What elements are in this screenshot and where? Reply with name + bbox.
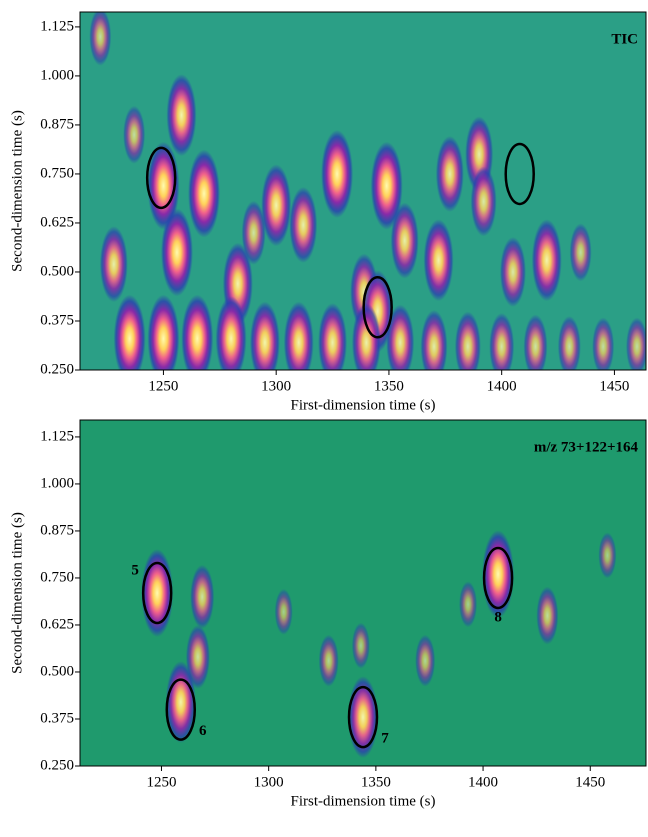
peak xyxy=(435,135,464,212)
peak xyxy=(370,141,403,230)
peak xyxy=(190,564,215,629)
peak xyxy=(482,530,515,619)
peak xyxy=(249,301,280,370)
peak xyxy=(470,166,497,237)
y-tick-label: 0.375 xyxy=(40,710,74,726)
annotation-label: 5 xyxy=(131,562,139,578)
peak xyxy=(386,304,415,370)
peak xyxy=(625,317,646,370)
plot-frame xyxy=(79,419,647,767)
y-tick-label: 0.875 xyxy=(40,522,74,538)
peak xyxy=(499,236,526,307)
y-tick-label: 0.500 xyxy=(40,663,74,679)
x-tick-label: 1400 xyxy=(487,378,517,394)
peak xyxy=(166,74,197,157)
peak xyxy=(147,294,180,370)
peak xyxy=(241,200,266,265)
plot-area xyxy=(89,12,646,370)
annotation-ellipse xyxy=(165,678,197,741)
peak xyxy=(321,129,354,218)
peak xyxy=(348,676,378,759)
y-tick-label: 0.750 xyxy=(40,569,74,585)
y-axis-title: Second-dimension time (s) xyxy=(9,512,25,674)
x-axis-title: First-dimension time (s) xyxy=(291,793,436,809)
y-tick-label: 1.125 xyxy=(40,428,74,444)
peak xyxy=(141,549,174,637)
annotation-ellipse xyxy=(504,142,535,206)
y-tick-label: 0.250 xyxy=(40,757,74,773)
annotation-ellipse xyxy=(141,561,173,625)
peak xyxy=(318,634,339,687)
plot-frame xyxy=(79,11,647,371)
peak xyxy=(99,226,128,303)
x-tick-label: 1300 xyxy=(254,774,284,790)
peak xyxy=(598,532,617,579)
y-tick-label: 0.375 xyxy=(40,312,74,328)
peak xyxy=(489,312,515,370)
annotation-ellipse xyxy=(482,546,514,610)
peak xyxy=(423,219,454,302)
x-tick-label: 1400 xyxy=(468,774,498,790)
peak xyxy=(123,105,146,164)
x-tick-label: 1250 xyxy=(148,378,178,394)
peak xyxy=(113,294,146,370)
peak xyxy=(160,208,193,297)
peak xyxy=(274,588,293,635)
x-axis-title: First-dimension time (s) xyxy=(291,397,436,413)
peak xyxy=(569,223,592,282)
annotation-ellipse xyxy=(347,685,379,749)
panel-label: TIC xyxy=(611,31,638,47)
y-tick-label: 0.250 xyxy=(40,361,74,377)
peak xyxy=(185,624,210,689)
peak xyxy=(181,294,214,370)
peak xyxy=(215,296,247,370)
annotation-ellipse xyxy=(362,276,393,339)
peak xyxy=(454,311,481,370)
peak xyxy=(89,12,112,66)
y-tick-label: 0.625 xyxy=(40,214,74,230)
peak xyxy=(459,581,478,628)
peak xyxy=(420,309,448,370)
peak xyxy=(536,586,559,645)
peak xyxy=(415,634,436,687)
y-tick-label: 1.000 xyxy=(40,475,74,491)
peak xyxy=(188,149,221,238)
peak xyxy=(351,303,381,370)
y-tick-label: 0.875 xyxy=(40,116,74,132)
y-tick-label: 0.500 xyxy=(40,263,74,279)
peak xyxy=(592,317,615,370)
peak xyxy=(283,301,314,370)
annotation-ellipse xyxy=(145,146,177,210)
y-tick-label: 0.750 xyxy=(40,165,74,181)
y-tick-label: 1.000 xyxy=(40,67,74,83)
peak xyxy=(165,661,196,744)
annotation-label: 8 xyxy=(494,609,502,625)
x-tick-label: 1350 xyxy=(374,378,404,394)
peak xyxy=(390,202,419,279)
panel-label: m/z 73+122+164 xyxy=(534,439,639,455)
x-tick-label: 1300 xyxy=(261,378,291,394)
peak xyxy=(318,303,348,370)
annotation-label: 6 xyxy=(199,723,207,739)
annotation-label: 7 xyxy=(381,731,389,747)
peak xyxy=(289,186,318,263)
peak xyxy=(147,141,180,230)
x-tick-label: 1250 xyxy=(146,774,176,790)
peak xyxy=(557,315,581,370)
y-tick-label: 0.625 xyxy=(40,616,74,632)
peak xyxy=(523,314,548,370)
peak xyxy=(261,164,292,247)
peak xyxy=(531,219,562,302)
x-tick-label: 1450 xyxy=(575,774,605,790)
x-tick-label: 1450 xyxy=(599,378,629,394)
peak xyxy=(351,622,370,669)
y-tick-label: 1.125 xyxy=(40,18,74,34)
y-axis-title: Second-dimension time (s) xyxy=(9,110,25,272)
x-tick-label: 1350 xyxy=(361,774,391,790)
